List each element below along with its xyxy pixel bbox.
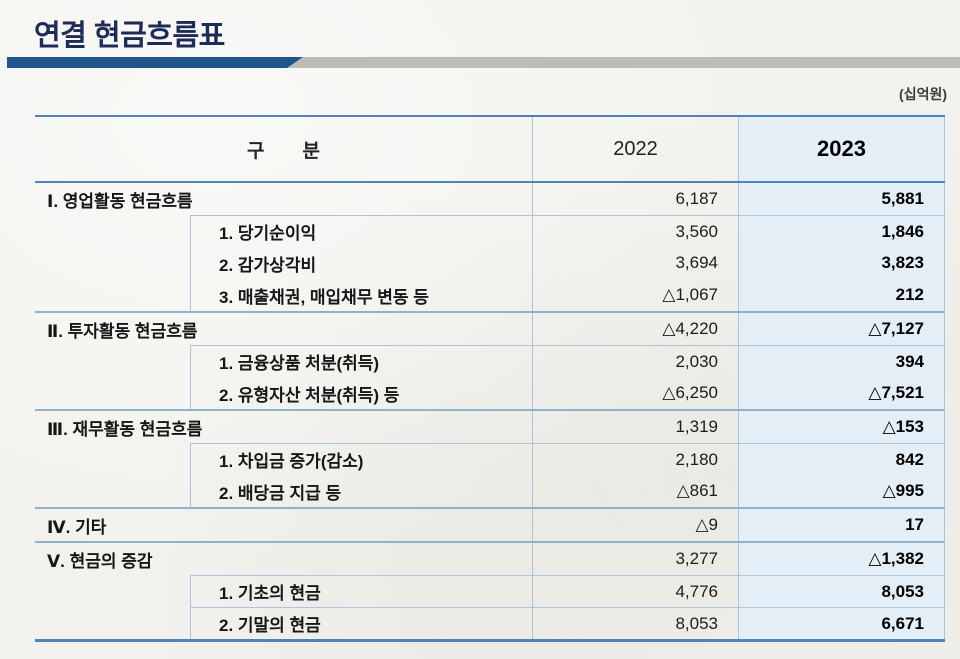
value-2023: 842 xyxy=(738,443,945,475)
value-2022: △6,250 xyxy=(532,377,738,409)
row-label: 1. 기초의 현금 xyxy=(190,575,532,607)
value-2023: △1,382 xyxy=(738,543,945,575)
value-2023: △153 xyxy=(738,411,945,443)
table-row: Ⅴ. 현금의 증감 3,277 △1,382 xyxy=(35,541,945,575)
row-label: Ⅳ. 기타 xyxy=(47,517,107,537)
value-2023: 17 xyxy=(738,509,945,541)
table-row: Ⅰ. 영업활동 현금흐름 6,187 5,881 xyxy=(35,183,945,215)
value-2022: △4,220 xyxy=(532,313,738,345)
value-2023: △7,521 xyxy=(738,377,945,409)
value-2022: 3,560 xyxy=(532,215,738,247)
value-2023: 5,881 xyxy=(738,183,945,215)
table-row: Ⅱ. 투자활동 현금흐름 △4,220 △7,127 xyxy=(35,311,945,345)
unit-label: (십억원) xyxy=(899,86,947,102)
value-2022: 6,187 xyxy=(532,183,738,215)
row-indent xyxy=(35,215,190,247)
table-row: 2. 배당금 지급 등 △861 △995 xyxy=(35,475,945,507)
value-2022: 8,053 xyxy=(532,607,738,639)
value-2022: 3,694 xyxy=(532,247,738,279)
header-2023-cell: 2023 xyxy=(738,117,945,181)
cash-flow-table: 구 분 2022 2023 Ⅰ. 영업활동 현금흐름 6,187 5,881 1… xyxy=(35,115,945,642)
row-label: 1. 금융상품 처분(취득) xyxy=(190,345,532,377)
table-row: 1. 기초의 현금 4,776 8,053 xyxy=(35,575,945,607)
value-2023: △7,127 xyxy=(738,313,945,345)
value-2022: 2,180 xyxy=(532,443,738,475)
row-indent xyxy=(35,247,190,279)
accent-bar-blue-segment xyxy=(7,57,303,68)
value-2022: 1,319 xyxy=(532,411,738,443)
row-label: 1. 차입금 증가(감소) xyxy=(190,443,532,475)
table-header-row: 구 분 2022 2023 xyxy=(35,117,945,183)
row-indent xyxy=(35,377,190,409)
value-2023: 394 xyxy=(738,345,945,377)
row-indent xyxy=(35,475,190,507)
row-label: Ⅱ. 투자활동 현금흐름 xyxy=(47,321,198,341)
row-label: Ⅴ. 현금의 증감 xyxy=(47,551,153,571)
row-label: 2. 감가상각비 xyxy=(190,247,532,279)
value-2022: △1,067 xyxy=(532,279,738,311)
row-label: 2. 유형자산 처분(취득) 등 xyxy=(190,377,532,409)
table-row: 3. 매출채권, 매입채무 변동 등 △1,067 212 xyxy=(35,279,945,311)
row-label: 2. 배당금 지급 등 xyxy=(190,475,532,507)
value-2023: 3,823 xyxy=(738,247,945,279)
row-label: Ⅰ. 영업활동 현금흐름 xyxy=(47,191,193,211)
table-row: 2. 감가상각비 3,694 3,823 xyxy=(35,247,945,279)
row-label: 3. 매출채권, 매입채무 변동 등 xyxy=(190,279,532,311)
row-label: Ⅲ. 재무활동 현금흐름 xyxy=(47,419,203,439)
value-2023: △995 xyxy=(738,475,945,507)
page-title: 연결 현금흐름표 xyxy=(34,20,225,52)
value-2022: △861 xyxy=(532,475,738,507)
value-2023: 1,846 xyxy=(738,215,945,247)
value-2023: 6,671 xyxy=(738,607,945,639)
value-2023: 212 xyxy=(738,279,945,311)
table-row: Ⅲ. 재무활동 현금흐름 1,319 △153 xyxy=(35,409,945,443)
value-2022: 4,776 xyxy=(532,575,738,607)
value-2022: △9 xyxy=(532,509,738,541)
table-row: 1. 당기순이익 3,560 1,846 xyxy=(35,215,945,247)
title-accent-bar xyxy=(7,57,960,68)
value-2022: 2,030 xyxy=(532,345,738,377)
table-row: 1. 차입금 증가(감소) 2,180 842 xyxy=(35,443,945,475)
value-2023: 8,053 xyxy=(738,575,945,607)
row-label: 2. 기말의 현금 xyxy=(190,607,532,639)
row-indent xyxy=(35,443,190,475)
row-label: 1. 당기순이익 xyxy=(190,215,532,247)
row-indent xyxy=(35,279,190,311)
value-2022: 3,277 xyxy=(532,543,738,575)
table-row: 2. 기말의 현금 8,053 6,671 xyxy=(35,607,945,639)
table-row: Ⅳ. 기타 △9 17 xyxy=(35,507,945,541)
table-row: 1. 금융상품 처분(취득) 2,030 394 xyxy=(35,345,945,377)
row-indent xyxy=(35,607,190,639)
row-indent xyxy=(35,345,190,377)
header-category-cell: 구 분 xyxy=(247,140,320,162)
header-2022-cell: 2022 xyxy=(532,117,738,181)
table-row: 2. 유형자산 처분(취득) 등 △6,250 △7,521 xyxy=(35,377,945,409)
row-indent xyxy=(35,575,190,607)
